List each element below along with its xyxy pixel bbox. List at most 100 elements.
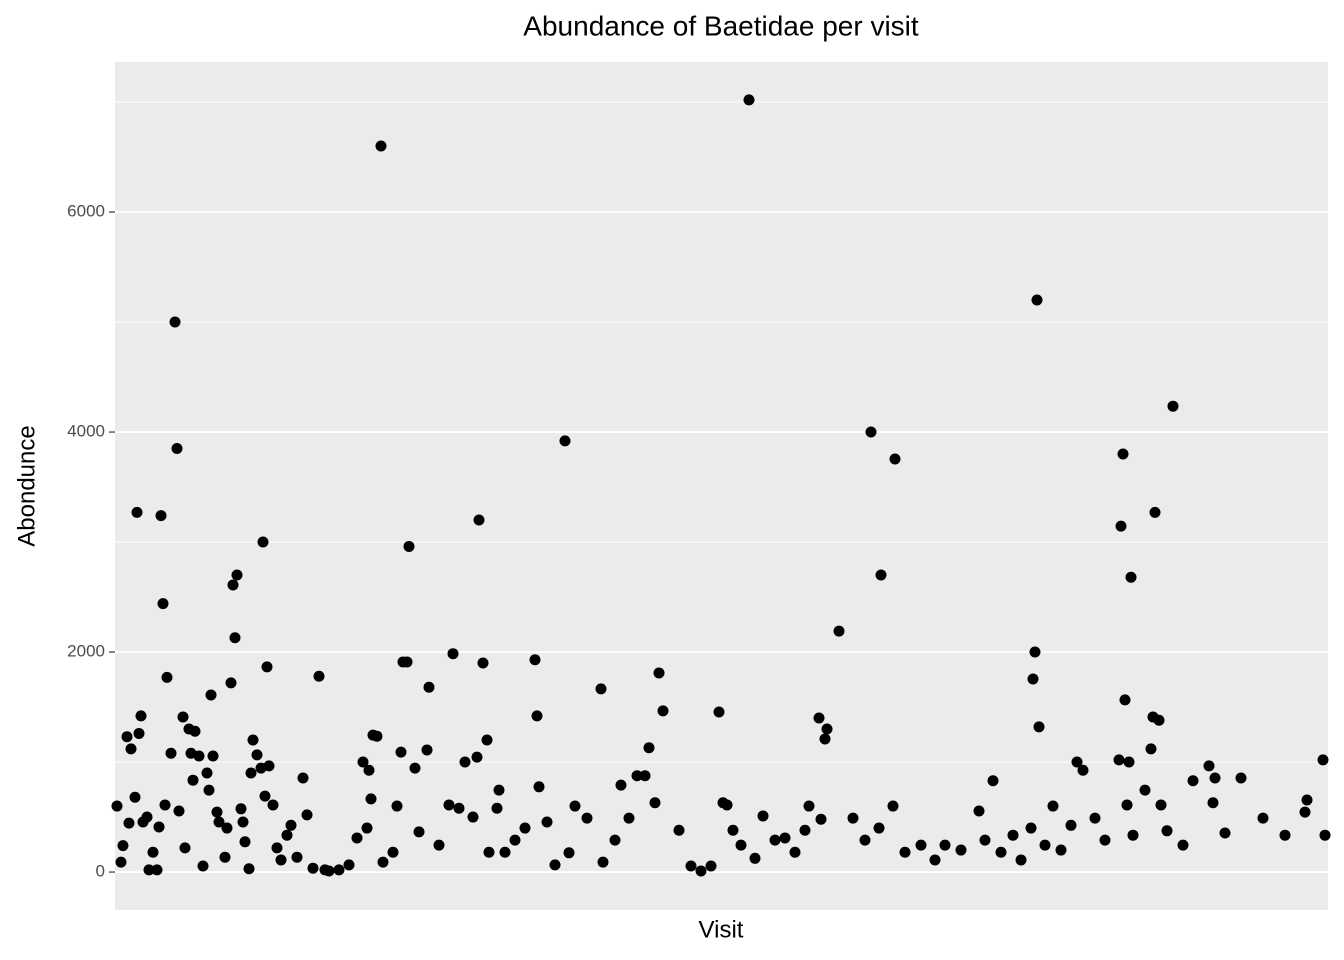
- point: [673, 824, 685, 836]
- point: [1177, 839, 1189, 851]
- point: [955, 844, 967, 856]
- point: [131, 506, 143, 518]
- point: [1149, 506, 1161, 518]
- point: [447, 648, 459, 660]
- point: [151, 864, 163, 876]
- point: [243, 863, 255, 875]
- plot-panel: [115, 62, 1328, 910]
- point: [939, 839, 951, 851]
- point: [201, 767, 213, 779]
- point: [245, 767, 257, 779]
- point: [889, 453, 901, 465]
- point: [1279, 829, 1291, 841]
- point: [531, 710, 543, 722]
- point: [165, 747, 177, 759]
- point: [915, 839, 927, 851]
- point: [111, 800, 123, 812]
- points: [111, 94, 1331, 877]
- point: [1145, 743, 1157, 755]
- point: [1015, 854, 1027, 866]
- point: [235, 803, 247, 815]
- point: [1089, 812, 1101, 824]
- point: [1139, 784, 1151, 796]
- point: [643, 742, 655, 754]
- point: [343, 859, 355, 871]
- point: [1127, 829, 1139, 841]
- point: [423, 681, 435, 693]
- point: [1099, 834, 1111, 846]
- point: [161, 671, 173, 683]
- x-axis-title: Visit: [699, 916, 744, 943]
- point: [281, 829, 293, 841]
- point: [291, 851, 303, 863]
- point: [1207, 797, 1219, 809]
- point: [157, 598, 169, 610]
- point: [257, 536, 269, 548]
- point: [471, 751, 483, 763]
- point: [259, 790, 271, 802]
- point: [595, 683, 607, 695]
- point: [219, 851, 231, 863]
- point: [357, 756, 369, 768]
- point: [705, 860, 717, 872]
- point: [1203, 760, 1215, 772]
- point: [559, 435, 571, 447]
- point: [443, 799, 455, 811]
- point: [125, 743, 137, 755]
- point: [819, 733, 831, 745]
- point: [363, 764, 375, 776]
- point: [401, 656, 413, 668]
- point: [403, 540, 415, 552]
- point: [859, 834, 871, 846]
- point: [387, 846, 399, 858]
- point: [1121, 799, 1133, 811]
- point: [563, 847, 575, 859]
- point: [581, 812, 593, 824]
- point: [361, 822, 373, 834]
- point: [615, 779, 627, 791]
- point: [1155, 799, 1167, 811]
- point: [721, 799, 733, 811]
- point: [799, 824, 811, 836]
- point: [251, 749, 263, 761]
- point: [1025, 822, 1037, 834]
- point: [453, 802, 465, 814]
- point: [391, 800, 403, 812]
- grid: [115, 101, 1328, 873]
- point: [1007, 829, 1019, 841]
- point: [1219, 827, 1231, 839]
- point: [409, 762, 421, 774]
- point: [153, 821, 165, 833]
- point: [477, 657, 489, 669]
- point: [813, 712, 825, 724]
- point: [313, 670, 325, 682]
- point: [821, 723, 833, 735]
- point: [231, 569, 243, 581]
- point: [873, 822, 885, 834]
- point: [789, 846, 801, 858]
- point: [1031, 294, 1043, 306]
- point: [129, 791, 141, 803]
- point: [1055, 844, 1067, 856]
- point: [179, 842, 191, 854]
- point: [1115, 520, 1127, 532]
- point: [247, 734, 259, 746]
- point: [491, 802, 503, 814]
- point: [639, 770, 651, 782]
- point: [609, 834, 621, 846]
- point: [467, 811, 479, 823]
- point: [221, 822, 233, 834]
- point: [713, 706, 725, 718]
- point: [225, 677, 237, 689]
- point: [187, 774, 199, 786]
- point: [1257, 812, 1269, 824]
- y-axis-title: Abondunce: [13, 425, 40, 546]
- point: [473, 514, 485, 526]
- point: [275, 854, 287, 866]
- point: [1153, 714, 1165, 726]
- point: [483, 846, 495, 858]
- point: [193, 750, 205, 762]
- point: [173, 805, 185, 817]
- point: [549, 859, 561, 871]
- point: [197, 860, 209, 872]
